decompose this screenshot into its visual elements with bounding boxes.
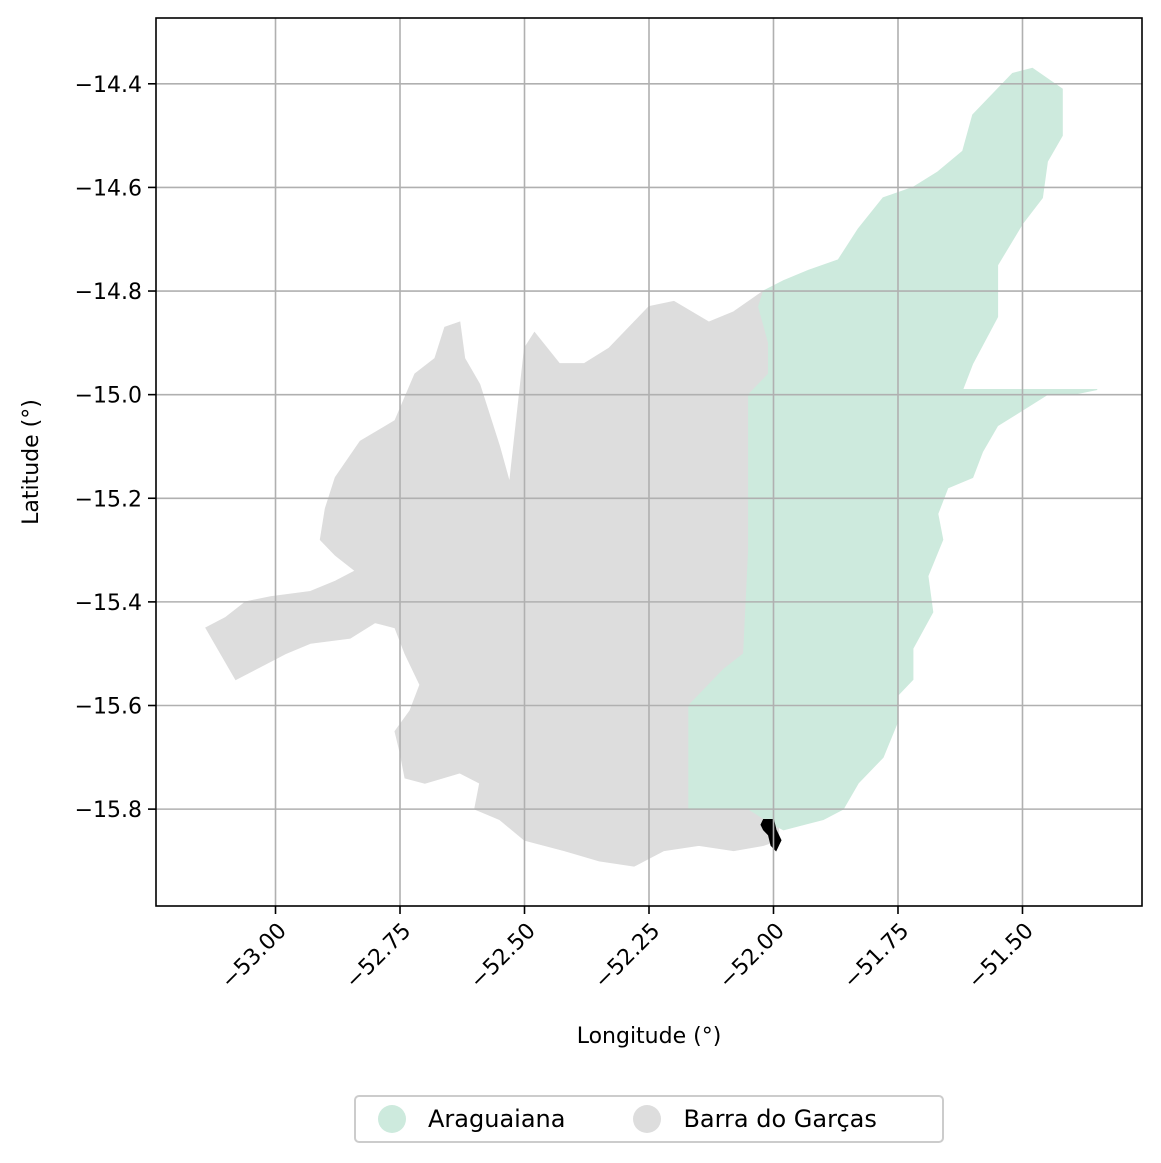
legend-marker-araguaiana-icon (378, 1105, 406, 1133)
x-tick-label: −53.00 (217, 919, 292, 994)
x-axis-label: Longitude (°) (577, 1024, 722, 1049)
y-tick-label: −14.4 (75, 73, 142, 98)
y-tick-label: −15.0 (75, 384, 142, 409)
x-tick-label: −51.75 (839, 919, 914, 994)
x-tick-label: −51.50 (963, 919, 1038, 994)
grid-layer (156, 18, 1142, 906)
region-araguaiana (688, 67, 1098, 831)
y-tick-label: −15.6 (75, 695, 142, 720)
y-tick-label: −15.2 (75, 487, 142, 512)
y-tick-label: −14.8 (75, 280, 142, 305)
region-marker (760, 819, 782, 852)
legend: Araguaiana Barra do Garças (354, 1095, 944, 1143)
x-tick-label: −52.50 (465, 919, 540, 994)
regions-layer (205, 67, 1098, 867)
y-tick-label: −14.6 (75, 176, 142, 201)
legend-item-araguaiana: Araguaiana (378, 1105, 565, 1133)
y-axis-label: Latitude (°) (19, 399, 44, 525)
y-tick-label: −15.4 (75, 591, 142, 616)
legend-marker-barra-do-garcas-icon (633, 1105, 662, 1133)
y-tick-label: −15.8 (75, 798, 142, 823)
legend-label-araguaiana: Araguaiana (428, 1105, 566, 1133)
x-tick-label: −52.75 (341, 919, 416, 994)
legend-item-barra-do-garcas: Barra do Garças (633, 1105, 877, 1133)
x-tick-label: −52.25 (590, 919, 665, 994)
x-tick-label: −52.00 (714, 919, 789, 994)
legend-label-barra-do-garcas: Barra do Garças (683, 1105, 877, 1133)
